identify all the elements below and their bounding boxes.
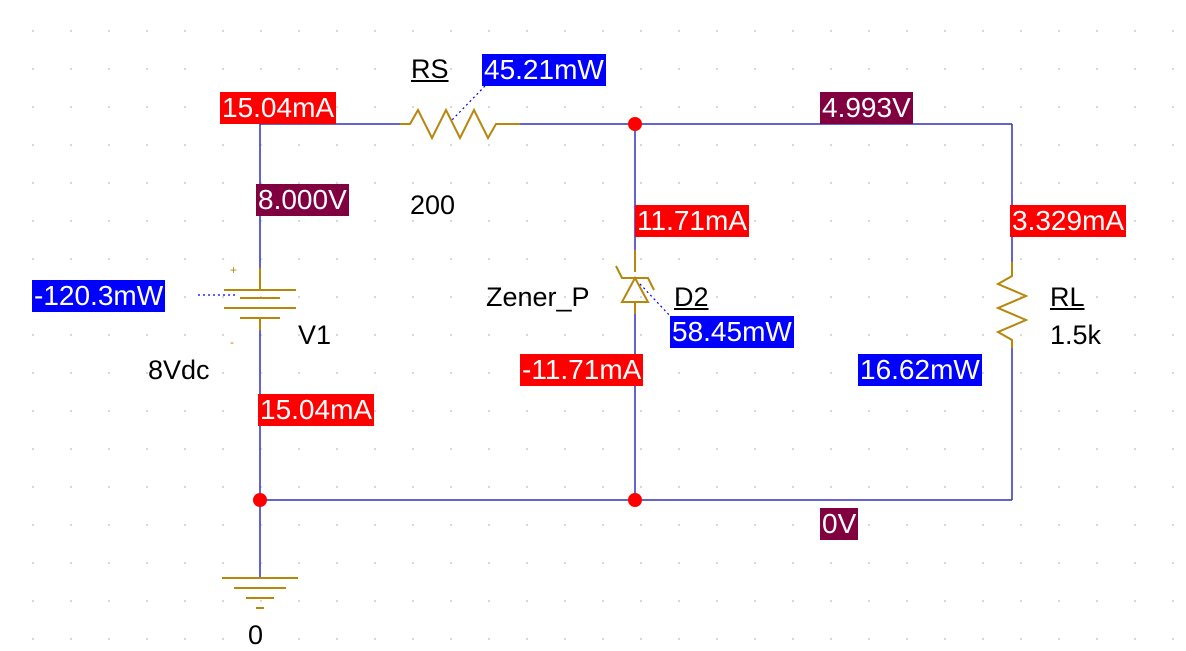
rs-power-label[interactable]: 45.21mW (482, 54, 606, 86)
rl-reference: RL (1050, 282, 1085, 312)
v1-minus-sign: - (230, 335, 234, 349)
v1-current-label[interactable]: 15.04mA (258, 394, 375, 426)
v1-value: 8Vdc (148, 355, 210, 385)
d2-current-top-label[interactable]: 11.71mA (635, 205, 749, 237)
rl-resistor[interactable] (995, 262, 1029, 348)
v1-power-label[interactable]: -120.3mW (32, 280, 166, 312)
rl-current-label[interactable]: 3.329mA (1010, 205, 1127, 237)
ground-label: 0 (248, 620, 264, 650)
v1-battery[interactable] (224, 268, 296, 330)
v1-plus-sign: + (230, 263, 238, 277)
junction-dot[interactable] (628, 117, 642, 131)
d2-zener-diode[interactable] (615, 250, 655, 314)
rs-value: 200 (410, 190, 456, 220)
junction-dot[interactable] (253, 493, 267, 507)
rl-power-label[interactable]: 16.62mW (858, 354, 982, 386)
rl-value: 1.5k (1050, 320, 1102, 350)
d2-reference: D2 (674, 282, 709, 312)
d2-power-label[interactable]: 58.45mW (670, 316, 794, 348)
rs-current-label[interactable]: 15.04mA (220, 92, 337, 124)
rs-resistor[interactable] (400, 107, 520, 141)
ground-node-voltage-label[interactable]: 0V (820, 508, 859, 540)
rs-power-leader (451, 85, 486, 121)
ground-symbol[interactable] (222, 577, 298, 609)
d2-current-bottom-label[interactable]: -11.71mA (520, 354, 644, 386)
rs-reference: RS (411, 54, 449, 84)
output-node-voltage-label[interactable]: 4.993V (820, 92, 913, 124)
d2-part-name: Zener_P (486, 282, 590, 312)
v1-voltage-label[interactable]: 8.000V (256, 184, 349, 216)
junction-dot[interactable] (628, 493, 642, 507)
v1-reference: V1 (298, 320, 332, 350)
